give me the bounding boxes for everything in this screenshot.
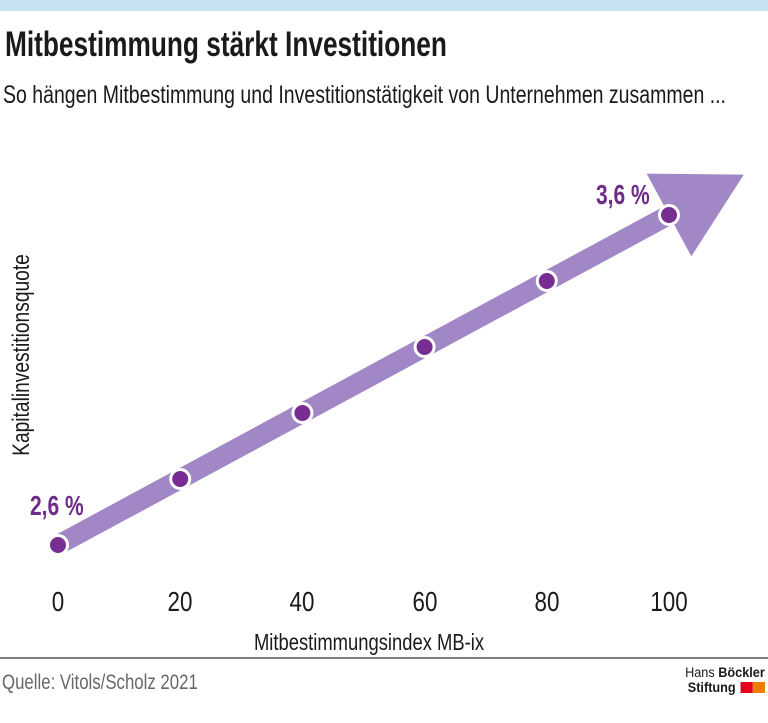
logo-line1: Hans Böckler	[685, 665, 765, 680]
x-tick-label: 60	[412, 586, 438, 617]
footer-divider	[0, 657, 768, 659]
arrowhead	[646, 173, 744, 257]
trend-line	[53, 206, 674, 554]
x-tick-label: 20	[167, 586, 193, 617]
point-label-last: 3,6 %	[596, 179, 650, 210]
y-axis-label: Kapitalinvestitionsquote	[8, 254, 35, 456]
data-point	[413, 336, 436, 358]
hbs-logo: Hans Böckler Stiftung	[685, 665, 765, 695]
logo-hans: Hans	[685, 665, 715, 680]
logo-square-red	[740, 682, 753, 693]
logo-stiftung: Stiftung	[687, 680, 736, 695]
x-tick-label: 100	[650, 586, 688, 617]
logo-line2: Stiftung	[685, 680, 765, 695]
data-point	[291, 402, 314, 424]
page-subtitle: So hängen Mitbestimmung und Investitions…	[3, 81, 726, 109]
logo-square-orange	[752, 682, 765, 693]
source-text: Quelle: Vitols/Scholz 2021	[2, 671, 198, 694]
data-point	[658, 204, 680, 226]
data-point	[535, 270, 558, 292]
x-tick-label: 80	[534, 586, 560, 617]
x-tick-label: 0	[51, 586, 65, 617]
x-tick-label: 40	[289, 586, 315, 617]
logo-boeckler: Böckler	[718, 665, 765, 680]
data-point	[169, 468, 192, 490]
x-axis-label: Mitbestimmungsindex MB-ix	[253, 629, 485, 655]
top-accent-bar	[0, 0, 768, 11]
data-point	[47, 534, 69, 556]
point-label-first: 2,6 %	[30, 490, 84, 521]
page-title: Mitbestimmung stärkt Investitionen	[5, 25, 447, 64]
